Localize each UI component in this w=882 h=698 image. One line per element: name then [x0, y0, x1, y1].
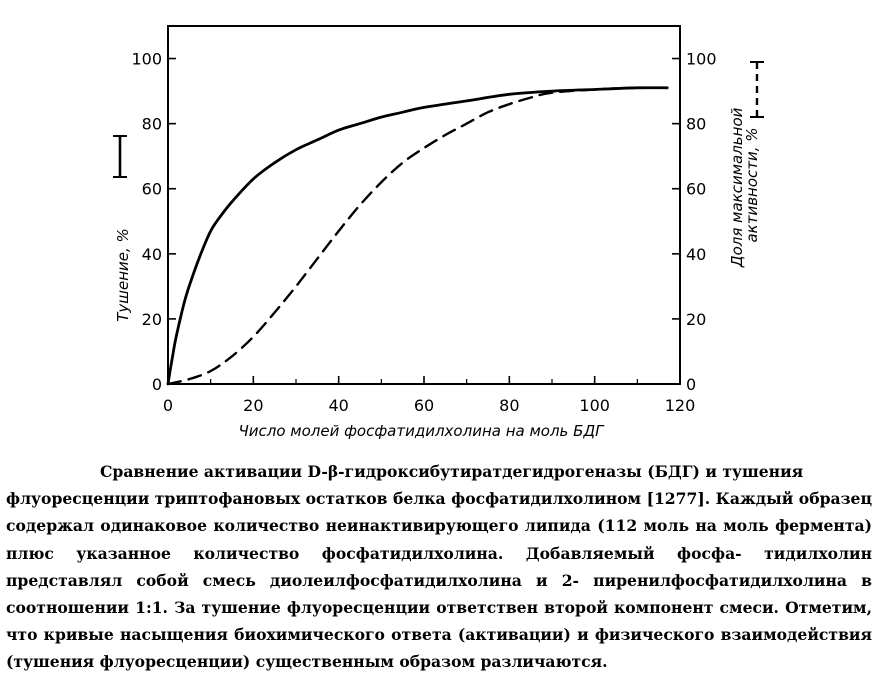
y-axis-left-title: Тушение, % — [114, 228, 132, 322]
chart-axes — [167, 25, 681, 385]
chart-series — [166, 86, 669, 386]
caption-line: тидилхолин представлял собой смесь диоле… — [6, 543, 872, 590]
x-tick-label: 0 — [163, 396, 173, 415]
caption-line: флуоресценции триптофановых остатков бел… — [6, 489, 794, 509]
x-axis-title: Число молей фосфатидилхолина на моль БДГ — [238, 422, 605, 440]
right-legend-dashed-glyph — [750, 61, 764, 118]
caption-line: образец содержал одинаковое количество н… — [6, 489, 872, 536]
x-tick-label: 20 — [243, 396, 263, 415]
y-left-tick-label: 20 — [142, 310, 162, 329]
caption-line: (активации) и физического взаимодействия… — [6, 625, 872, 672]
y-left-tick-label: 0 — [152, 375, 162, 394]
y-right-tick-label: 20 — [686, 310, 706, 329]
y-right-tick-label: 40 — [686, 245, 706, 264]
y-left-tick-label: 40 — [142, 245, 162, 264]
y-right-tick-label: 100 — [686, 50, 717, 69]
figure-caption: Сравнение активации D-β-гидроксибутиратд… — [6, 458, 872, 676]
y-axis-right-title-line-1: Доля максимальной — [728, 107, 746, 268]
plot-frame — [167, 25, 681, 385]
y-axis-right-title-line-2: активности, % — [743, 127, 761, 242]
x-tick-label: 40 — [328, 396, 348, 415]
chart-ticks: 0 20 40 60 80 100 120 0 20 40 60 80 100 0 20 40 60 80 100 — [131, 50, 716, 415]
caption-line: пиренилфосфатидилхолина в соотношении 1:… — [6, 570, 872, 618]
chart: 0 20 40 60 80 100 120020406080100020406080100 … — [113, 25, 764, 440]
x-tick-label: 100 — [579, 396, 610, 415]
y-left-tick-label: 80 — [142, 115, 162, 134]
series-line-dashed — [166, 86, 669, 386]
caption-line: образом различаются. — [399, 652, 608, 672]
x-tick-label: 120 — [665, 396, 696, 415]
y-left-tick-label: 100 — [131, 50, 162, 69]
x-tick-label: 60 — [414, 396, 434, 415]
left-legend-solid-glyph — [113, 135, 127, 178]
y-right-tick-label: 0 — [686, 375, 696, 394]
series-line-solid — [166, 86, 669, 386]
caption-line: моль фермента) плюс указанное количество… — [6, 516, 872, 563]
caption-line: Сравнение активации D-β-гидроксибутиратд… — [100, 462, 804, 481]
y-right-tick-label: 80 — [686, 115, 706, 134]
y-right-tick-label: 60 — [686, 180, 706, 199]
x-tick-label: 80 — [499, 396, 519, 415]
y-left-tick-label: 60 — [142, 180, 162, 199]
y-axis-right-title: Доля максимальной активности, % — [728, 103, 761, 268]
caption-line: второй компонент смеси. Отметим, что кри… — [6, 598, 873, 645]
